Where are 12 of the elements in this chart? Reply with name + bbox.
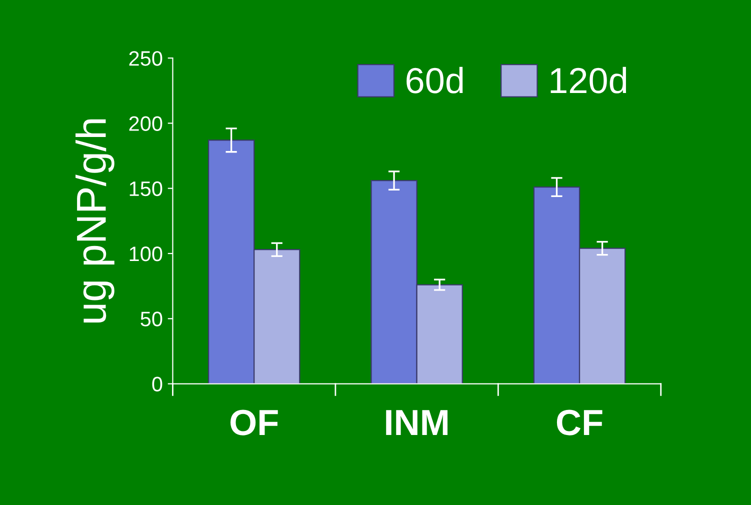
x-tick-label: CF <box>556 410 602 436</box>
x-tick-label: INM <box>386 410 448 435</box>
y-tick-label: 100 <box>130 246 162 262</box>
x-tick-label: OF <box>230 410 278 436</box>
y-tick-label: 0 <box>152 376 162 392</box>
legend-label: 120d <box>550 66 626 94</box>
y-tick-label: 250 <box>129 51 162 66</box>
y-tick-label: 150 <box>130 181 162 196</box>
y-tick-label: 50 <box>140 312 162 326</box>
legend-label: 60d <box>406 66 463 94</box>
y-tick-label: 200 <box>129 116 162 131</box>
y-axis-title: ug pNP/g/h <box>76 119 114 322</box>
